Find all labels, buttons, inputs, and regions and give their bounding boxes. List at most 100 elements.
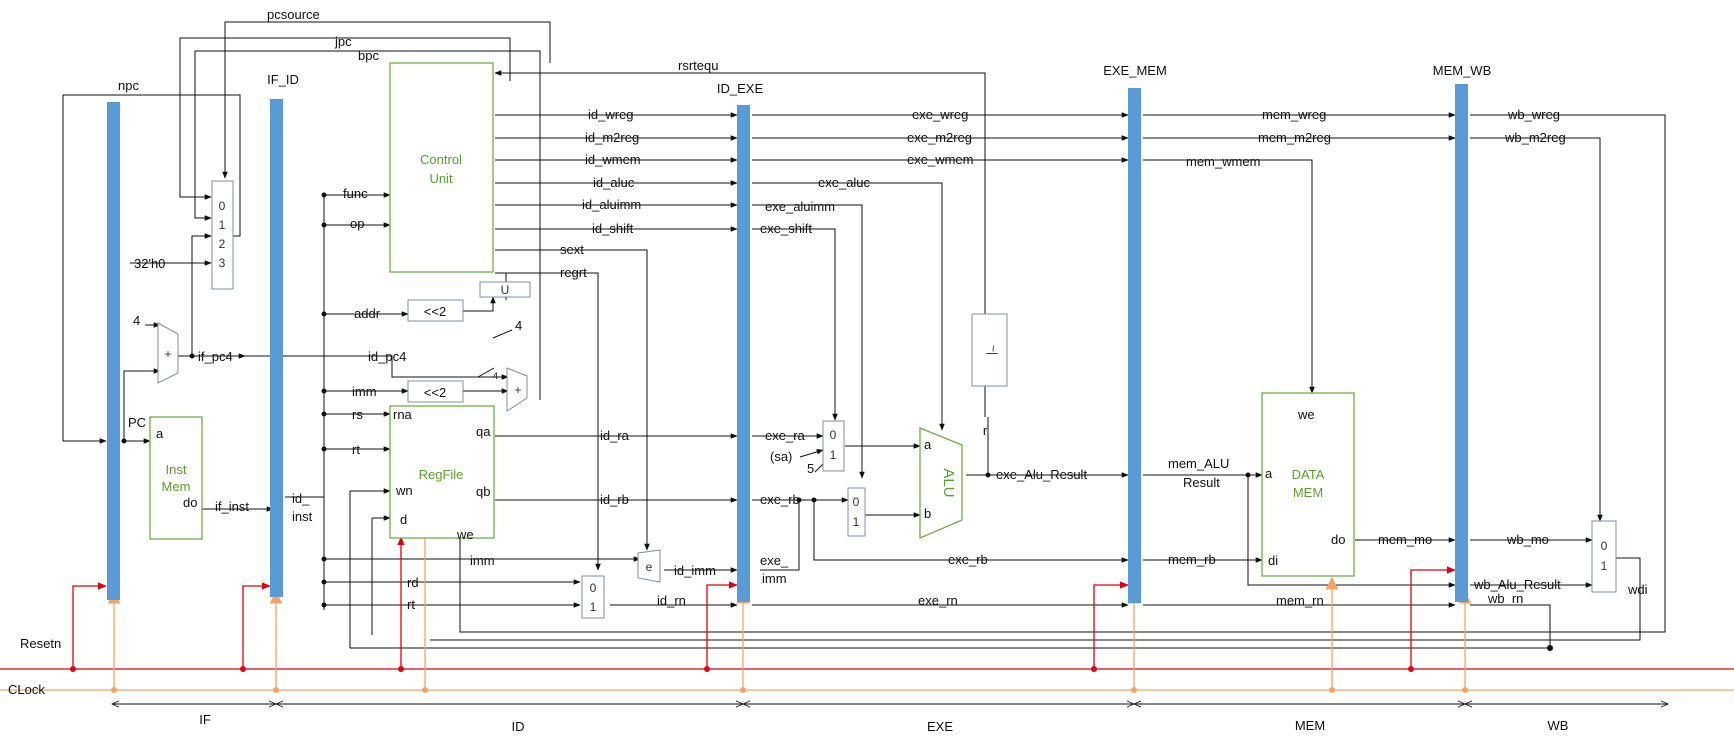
sig-id-imm: id_imm — [674, 563, 716, 578]
register-titles: IF_ID ID_EXE EXE_MEM MEM_WB — [267, 63, 1491, 96]
sig-exe-rn: exe_rn — [918, 593, 958, 608]
dm-port-do: do — [1331, 532, 1345, 547]
sig-mem-wmem: mem_wmem — [1186, 154, 1260, 169]
sig-exe-ra: exe_ra — [765, 428, 806, 443]
sig-rt: rt — [352, 442, 360, 457]
plus1-label: + — [164, 347, 171, 361]
inst-port-do: do — [183, 495, 197, 510]
sig-id-aluc: id_aluc — [593, 175, 635, 190]
branch-adder — [506, 367, 528, 412]
sig-exe-alu-result: exe_Alu_Result — [996, 467, 1087, 482]
sig-four-a: 4 — [515, 318, 522, 333]
sig-imm2: imm — [470, 553, 495, 568]
wb-stage-wires — [350, 114, 1666, 651]
sig-exe-m2reg: exe_m2reg — [907, 130, 972, 145]
data-mem-block — [1261, 392, 1355, 577]
sig-exe-aluc: exe_aluc — [818, 175, 871, 190]
sig-wb-mo: wb_mo — [1506, 532, 1549, 547]
regrt-mux — [581, 575, 605, 619]
sig-addr: addr — [354, 306, 381, 321]
inst-mem-block — [149, 416, 203, 540]
sig-rd: rd — [407, 575, 419, 590]
inst-mem-label-2: Mem — [162, 479, 191, 494]
exe-mem-register-bar — [1128, 88, 1141, 603]
sign-extend-box — [637, 549, 661, 583]
rf-port-we: we — [456, 527, 474, 542]
sig-exe-imm-1: exe_ — [760, 553, 789, 568]
sig-mem-m2reg: mem_m2reg — [1258, 130, 1331, 145]
sig-pc: PC — [128, 415, 146, 430]
dm-port-we: we — [1297, 407, 1315, 422]
mem-wb-register-bar — [1455, 84, 1468, 602]
shift2-label: <<2 — [424, 385, 446, 400]
regfile-block — [389, 405, 495, 539]
exe-stage-wires — [752, 112, 1129, 608]
sig-npc: npc — [118, 78, 139, 93]
rn-mux-0: 0 — [590, 581, 597, 595]
mem-stage-wires — [1143, 112, 1456, 608]
sig-exe-wreg: exe_wreg — [912, 107, 968, 122]
rb-mux-1: 1 — [853, 515, 860, 529]
stage-id: ID — [512, 719, 525, 734]
alu-port-b: b — [924, 506, 931, 521]
sig-id-m2reg: id_m2reg — [585, 130, 639, 145]
sig-id-rn: id_rn — [657, 593, 686, 608]
stage-if: IF — [199, 712, 211, 727]
sig-id-wmem: id_wmem — [585, 152, 641, 167]
mux4-port-3: 3 — [219, 256, 226, 270]
clock-lines — [0, 525, 1734, 693]
dm-port-a: a — [1265, 466, 1273, 481]
alu-label: ALU — [940, 468, 957, 497]
sig-five: 5 — [807, 461, 814, 476]
sig-pcsource: pcsource — [267, 7, 320, 22]
alu-a-mux — [822, 420, 845, 472]
ra-mux-1: 1 — [830, 448, 837, 462]
sig-id-rb: id_rb — [600, 492, 629, 507]
sig-mem-mo: mem_mo — [1378, 532, 1432, 547]
rf-port-wn: wn — [395, 483, 413, 498]
if-id-title: IF_ID — [267, 72, 299, 87]
sig-mem-rb: mem_rb — [1168, 552, 1216, 567]
wb-select-mux — [1591, 520, 1617, 593]
rf-port-qb: qb — [476, 484, 490, 499]
inst-mem-label-1: Inst — [166, 462, 187, 477]
rf-port-d: d — [400, 512, 407, 527]
id-exe-title: ID_EXE — [717, 81, 764, 96]
rf-port-qa: qa — [476, 424, 491, 439]
sig-wb-wreg: wb_wreg — [1507, 107, 1560, 122]
data-mem-label-1: DATA — [1292, 467, 1325, 482]
stage-mem: MEM — [1295, 718, 1325, 733]
sig-wb-m2reg: wb_m2reg — [1504, 130, 1566, 145]
e-label: e — [646, 560, 653, 574]
shift1-label: <<2 — [424, 304, 446, 319]
pc-adder — [157, 322, 179, 384]
sig-rs: rs — [352, 407, 363, 422]
pc-register-bar — [107, 102, 120, 600]
block-labels: Control Unit RegFile Inst Mem DATA MEM A… — [162, 152, 1325, 574]
sig-wdi: wdi — [1627, 582, 1648, 597]
stage-exe: EXE — [927, 719, 953, 734]
sig-mem-rn: mem_rn — [1276, 593, 1324, 608]
dm-port-di: di — [1268, 553, 1278, 568]
sig-func: func — [343, 186, 368, 201]
sig-id-shift: id_shift — [592, 221, 634, 236]
sig-sa: (sa) — [770, 449, 792, 464]
mux4-port-0: 0 — [219, 199, 226, 213]
rb-mux-0: 0 — [853, 495, 860, 509]
sig-r: r — [983, 423, 988, 438]
sig-id-inst-1: id_ — [292, 491, 310, 506]
sig-jpc: jpc — [334, 34, 352, 49]
signal-labels: pcsource jpc bpc npc rsrtequ 32'h0 4 if_… — [8, 7, 1648, 697]
sig-id-pc4: id_pc4 — [368, 349, 406, 364]
sig-imm: imm — [352, 384, 377, 399]
sig-mem-alu-result-2: Result — [1183, 475, 1220, 490]
stage-labels: IF ID EXE MEM WB — [199, 712, 1568, 734]
sig-four-b: 4 — [493, 371, 498, 381]
mem-wb-title: MEM_WB — [1433, 63, 1492, 78]
sig-four: 4 — [133, 313, 140, 328]
u-label: U — [501, 283, 510, 297]
sig-wb-alu-result: wb_Alu_Result — [1473, 577, 1561, 592]
if-id-register-bar — [270, 99, 283, 597]
wb-mux-0: 0 — [1601, 539, 1608, 553]
